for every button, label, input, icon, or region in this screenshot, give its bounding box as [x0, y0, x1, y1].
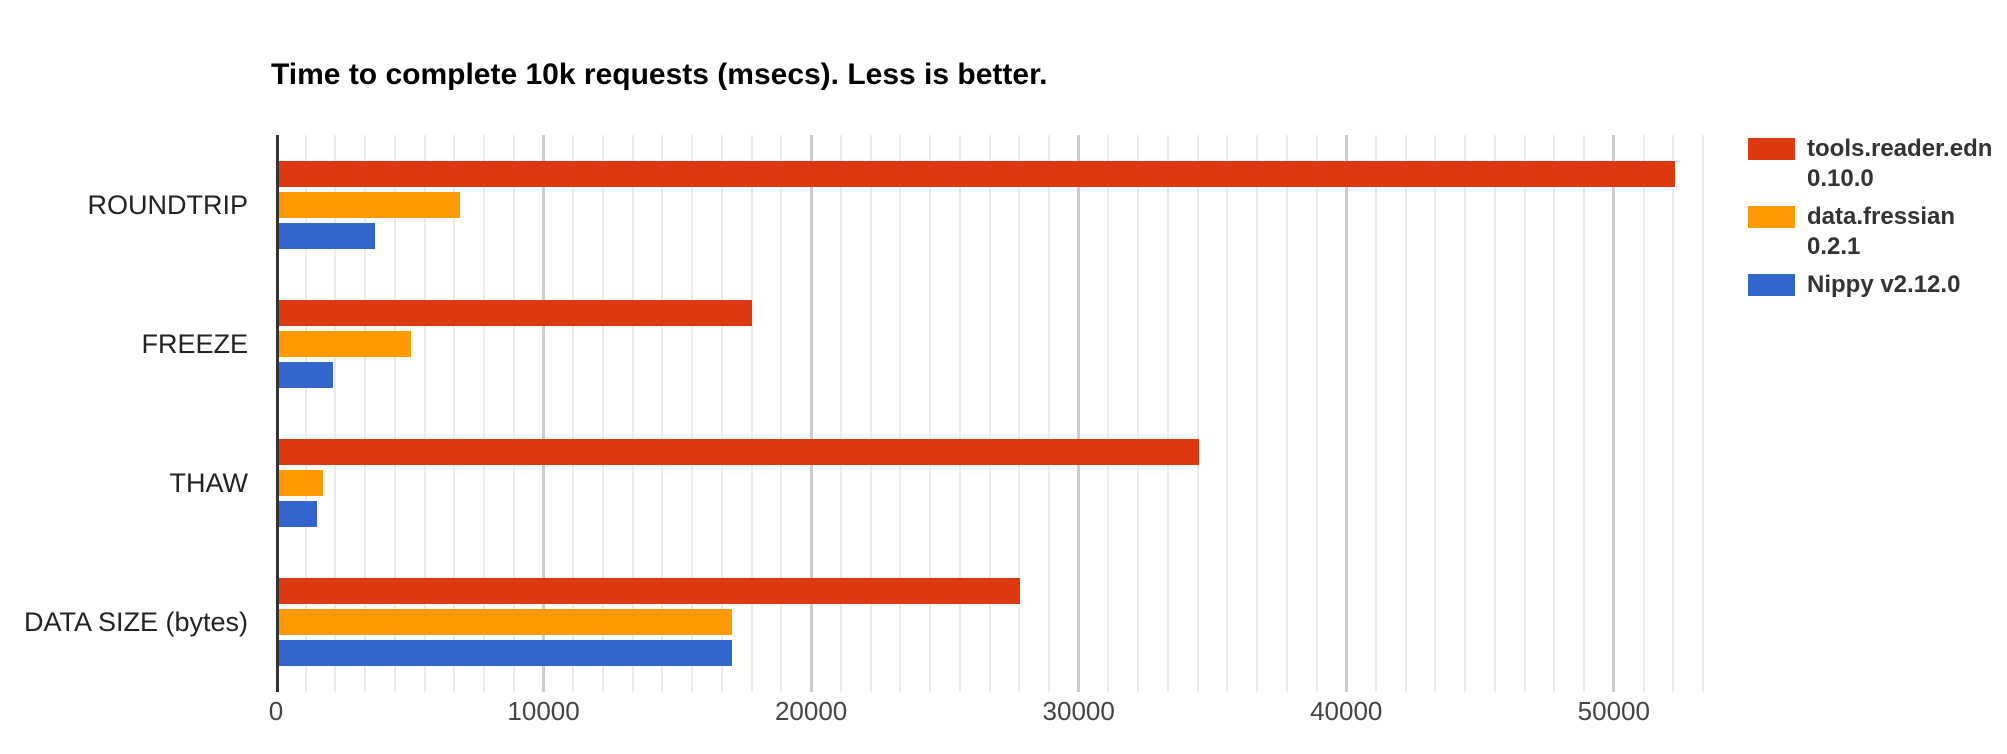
minor-gridline — [1107, 135, 1110, 692]
legend-entry: data.fressian 0.2.1 — [1748, 202, 1992, 262]
major-gridline — [809, 135, 813, 692]
legend: tools.reader.edn 0.10.0 data.fressian 0.2.1… — [1748, 134, 1992, 308]
minor-gridline — [453, 135, 456, 692]
legend-label-line: Nippy v2.12.0 — [1807, 271, 1961, 298]
x-tick-label: 40000 — [1310, 696, 1383, 726]
bar-thaw-series-1[interactable] — [276, 470, 323, 497]
bar-freeze-series-1[interactable] — [276, 330, 411, 357]
bar-thaw-series-2[interactable] — [276, 501, 317, 528]
plot-area — [276, 135, 1704, 692]
minor-gridline — [572, 135, 575, 692]
minor-gridline — [958, 135, 961, 692]
minor-gridline — [661, 135, 664, 692]
legend-swatch — [1748, 274, 1795, 296]
legend-entry: tools.reader.edn 0.10.0 — [1748, 134, 1992, 194]
bar-roundtrip-series-1[interactable] — [276, 191, 460, 218]
minor-gridline — [483, 135, 486, 692]
legend-label-line: 0.10.0 — [1807, 165, 1874, 192]
x-tick-label: 20000 — [774, 696, 848, 726]
minor-gridline — [1226, 135, 1229, 692]
bar-thaw-series-0[interactable] — [276, 439, 1200, 466]
bar-roundtrip-series-0[interactable] — [276, 160, 1676, 187]
minor-gridline — [1493, 135, 1496, 692]
bar-freeze-series-0[interactable] — [276, 299, 753, 326]
minor-gridline — [1404, 135, 1407, 692]
minor-gridline — [1583, 135, 1586, 692]
minor-gridline — [1196, 135, 1199, 692]
legend-label-line: 0.2.1 — [1807, 233, 1861, 260]
bar-freeze-series-2[interactable] — [276, 361, 333, 388]
legend-label: Nippy v2.12.0 — [1807, 270, 1960, 300]
minor-gridline — [1642, 135, 1645, 692]
legend-entry: Nippy v2.12.0 — [1748, 270, 1992, 300]
major-gridline — [542, 135, 546, 692]
minor-gridline — [1702, 135, 1704, 692]
minor-gridline — [631, 135, 634, 692]
legend-swatch — [1748, 206, 1795, 228]
x-tick-label: 0 — [268, 696, 284, 726]
minor-gridline — [1672, 135, 1675, 692]
minor-gridline — [423, 135, 426, 692]
bar-data-size-bytes-series-2[interactable] — [276, 640, 733, 667]
minor-gridline — [334, 135, 337, 692]
bar-roundtrip-series-2[interactable] — [276, 222, 375, 249]
minor-gridline — [988, 135, 991, 692]
major-gridline — [1344, 135, 1348, 692]
minor-gridline — [780, 135, 783, 692]
minor-gridline — [1434, 135, 1437, 692]
minor-gridline — [1285, 135, 1288, 692]
minor-gridline — [839, 135, 842, 692]
minor-gridline — [1553, 135, 1556, 692]
minor-gridline — [602, 135, 605, 692]
minor-gridline — [1256, 135, 1259, 692]
chart-title: Time to complete 10k requests (msecs). L… — [271, 58, 1048, 91]
category-label: DATA SIZE (bytes) — [23, 607, 248, 638]
minor-gridline — [1166, 135, 1169, 692]
value-axis-baseline — [276, 135, 279, 692]
legend-label-line: tools.reader.edn — [1807, 135, 1993, 162]
minor-gridline — [512, 135, 515, 692]
minor-gridline — [929, 135, 932, 692]
minor-gridline — [899, 135, 902, 692]
minor-gridline — [869, 135, 872, 692]
minor-gridline — [1018, 135, 1021, 692]
legend-label: data.fressian 0.2.1 — [1807, 202, 1955, 262]
minor-gridline — [1374, 135, 1377, 692]
category-label: FREEZE — [141, 328, 248, 359]
bar-data-size-bytes-series-0[interactable] — [276, 578, 1020, 605]
x-tick-label: 50000 — [1577, 696, 1650, 726]
minor-gridline — [1047, 135, 1050, 692]
minor-gridline — [720, 135, 723, 692]
minor-gridline — [304, 135, 307, 692]
legend-label-line: data.fressian — [1807, 203, 1956, 230]
legend-swatch — [1748, 138, 1795, 160]
minor-gridline — [691, 135, 694, 692]
minor-gridline — [750, 135, 753, 692]
minor-gridline — [1523, 135, 1526, 692]
category-label: THAW — [169, 468, 248, 499]
legend-label: tools.reader.edn 0.10.0 — [1807, 134, 1992, 194]
minor-gridline — [1137, 135, 1140, 692]
category-label: ROUNDTRIP — [87, 189, 249, 220]
minor-gridline — [364, 135, 367, 692]
bar-data-size-bytes-series-1[interactable] — [276, 609, 733, 636]
minor-gridline — [1464, 135, 1467, 692]
minor-gridline — [1315, 135, 1318, 692]
x-tick-label: 30000 — [1042, 696, 1115, 726]
major-gridline — [1077, 135, 1081, 692]
minor-gridline — [393, 135, 396, 692]
x-tick-label: 10000 — [507, 696, 580, 726]
major-gridline — [1612, 135, 1616, 692]
